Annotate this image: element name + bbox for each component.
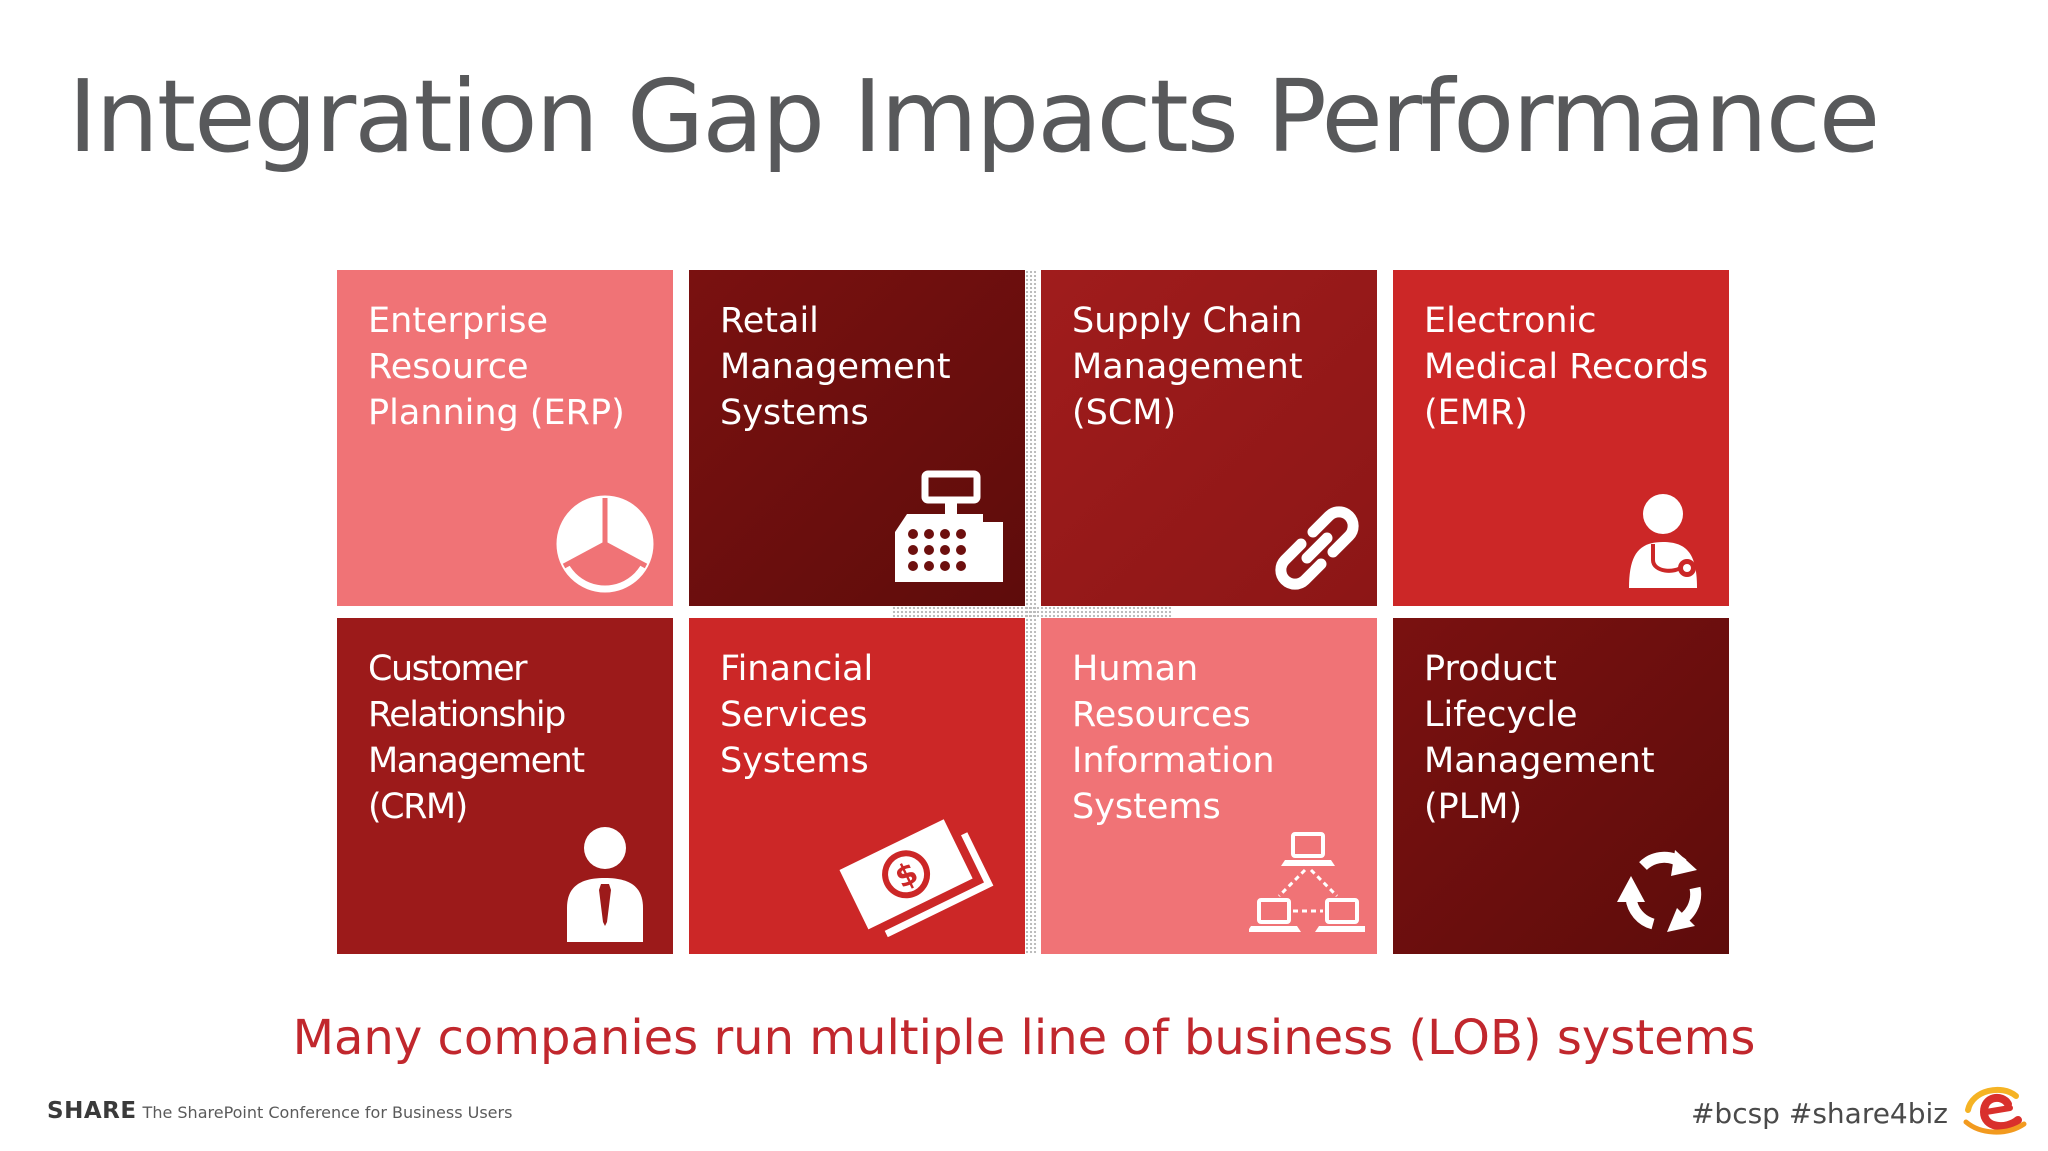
tile-plm[interactable]: Product Lifecycle Management (PLM)	[1393, 618, 1729, 954]
slide-title: Integration Gap Impacts Performance	[68, 58, 1880, 175]
footer-hashtags: #bcsp #share4biz	[1690, 1097, 1948, 1130]
tile-label: Enterprise Resource Planning (ERP)	[368, 301, 625, 433]
doctor-icon	[1625, 492, 1715, 596]
tile-label: Retail Management Systems	[720, 301, 951, 433]
network-icon	[1247, 828, 1369, 948]
tile-label: Electronic Medical Records (EMR)	[1424, 301, 1709, 433]
conference-logo-icon	[1962, 1080, 2032, 1144]
pie-chart-icon	[553, 492, 657, 600]
tile-label: Financial Services Systems	[720, 649, 874, 781]
tile-hris[interactable]: Human Resources Information Systems	[1041, 618, 1377, 954]
tile-scm[interactable]: Supply Chain Management (SCM)	[1041, 270, 1377, 606]
tile-crm[interactable]: Customer Relationship Management (CRM)	[337, 618, 673, 954]
tile-label: Human Resources Information Systems	[1072, 649, 1275, 827]
slide-subtitle: Many companies run multiple line of busi…	[292, 1010, 1756, 1066]
tile-label: Product Lifecycle Management (PLM)	[1424, 649, 1655, 827]
footer-branding: SHARE The SharePoint Conference for Busin…	[47, 1098, 512, 1124]
footer-tagline: The SharePoint Conference for Business U…	[142, 1103, 513, 1122]
tile-label: Customer Relationship Management (CRM)	[368, 649, 585, 827]
cash-register-icon	[889, 470, 1005, 590]
tile-retail[interactable]: Retail Management Systems	[689, 270, 1025, 606]
tile-erp[interactable]: Enterprise Resource Planning (ERP)	[337, 270, 673, 606]
lob-systems-grid: Enterprise Resource Planning (ERP) Retai…	[337, 270, 1729, 954]
dotted-divider-horizontal	[892, 606, 1172, 618]
tile-label: Supply Chain Management (SCM)	[1072, 301, 1303, 433]
tile-financial[interactable]: Financial Services Systems $	[689, 618, 1025, 954]
money-icon: $	[829, 808, 1009, 952]
chain-link-icon	[1267, 498, 1367, 602]
businessman-icon	[565, 826, 645, 948]
footer-brand: SHARE	[47, 1098, 137, 1124]
recycle-arrows-icon	[1613, 840, 1713, 944]
tile-emr[interactable]: Electronic Medical Records (EMR)	[1393, 270, 1729, 606]
